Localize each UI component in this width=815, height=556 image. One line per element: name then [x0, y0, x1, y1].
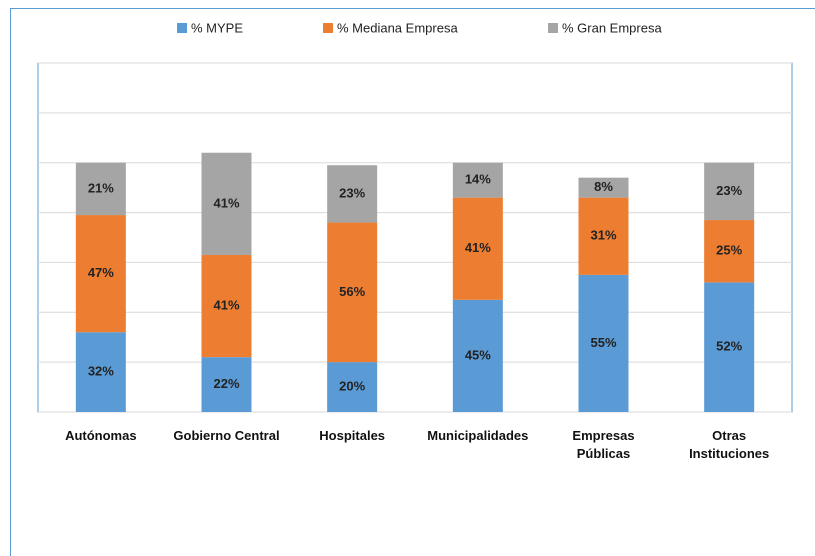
legend-swatch — [548, 23, 558, 33]
data-label: 41% — [465, 240, 491, 255]
bar-segment — [578, 197, 629, 275]
legend-label: % Mediana Empresa — [337, 20, 458, 35]
data-label: 47% — [88, 265, 114, 280]
plot-area — [37, 62, 793, 413]
legend-swatch — [177, 23, 187, 33]
bar-segment — [452, 197, 503, 300]
bar-segment — [704, 220, 755, 283]
bar-segment — [578, 177, 629, 198]
data-label: 55% — [590, 335, 616, 350]
data-label: 25% — [716, 243, 742, 258]
bar-segment — [75, 332, 126, 412]
bar-segment — [327, 165, 378, 223]
bar-segment — [201, 357, 252, 412]
legend-label: % Gran Empresa — [562, 20, 662, 35]
bar-segment — [201, 254, 252, 358]
data-label: 45% — [465, 347, 491, 362]
data-label: 23% — [339, 185, 365, 200]
data-label: 52% — [716, 339, 742, 354]
bar-segment — [75, 215, 126, 333]
x-tick-label: Otras Instituciones — [689, 428, 770, 461]
data-label: 23% — [716, 183, 742, 198]
x-tick-label: Empresas Públicas — [572, 428, 635, 461]
x-tick-label: Municipalidades — [427, 428, 529, 443]
data-label: 22% — [213, 376, 239, 391]
legend-label: % MYPE — [191, 20, 243, 35]
data-label: 56% — [339, 284, 365, 299]
data-label: 31% — [590, 228, 616, 243]
data-label: 41% — [213, 297, 239, 312]
bar-segment — [452, 162, 503, 198]
legend-swatch — [323, 23, 333, 33]
bar-segment — [452, 299, 503, 412]
data-label: 32% — [88, 364, 114, 379]
frame — [10, 8, 815, 556]
bar-segment — [75, 162, 126, 216]
bar-segment — [704, 162, 755, 221]
data-label: 41% — [213, 195, 239, 210]
data-label: 8% — [594, 179, 613, 194]
bar-segment — [201, 152, 252, 255]
bar-segment — [704, 282, 755, 412]
x-tick-label: Autónomas — [65, 428, 137, 443]
bar-segment — [327, 362, 378, 412]
data-label: 20% — [339, 379, 365, 394]
data-label: 14% — [465, 172, 491, 187]
x-tick-label: Gobierno Central — [173, 428, 280, 443]
x-tick-label: Hospitales — [319, 428, 386, 443]
bar-segment — [327, 222, 378, 363]
data-label: 21% — [88, 180, 114, 195]
bar-segment — [578, 274, 629, 412]
